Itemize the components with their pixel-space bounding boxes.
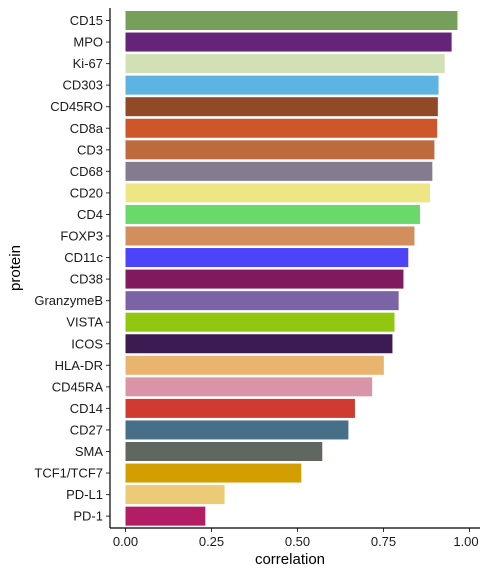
bar-cd3 xyxy=(125,140,435,160)
x-tick-label: 0.00 xyxy=(113,534,138,549)
y-tick-labels: CD15 MPO Ki-67 CD303 CD45RO CD8a CD3 CD68 CD20 CD… xyxy=(34,13,110,524)
bars-group xyxy=(125,11,458,526)
y-tick-label: CD303 xyxy=(63,78,103,93)
y-tick-label: PD-1 xyxy=(73,509,103,524)
y-tick-label: TCF1/TCF7 xyxy=(34,466,103,481)
y-tick-label: HLA-DR xyxy=(55,358,103,373)
x-axis-title: correlation xyxy=(255,551,325,568)
y-tick-label: CD38 xyxy=(70,272,103,287)
bar-sma xyxy=(125,442,323,461)
bar-cd20 xyxy=(125,183,430,203)
bar-icos xyxy=(125,334,393,354)
bar-vista xyxy=(125,312,395,332)
bar-cd15 xyxy=(125,11,458,30)
bar-foxp3 xyxy=(125,226,415,246)
y-tick-label: ICOS xyxy=(71,336,103,351)
y-tick-label: CD8a xyxy=(70,121,104,136)
y-tick-label: GranzymeB xyxy=(34,293,103,308)
x-tick-label: 0.25 xyxy=(199,534,224,549)
bar-cd38 xyxy=(125,269,404,289)
bar-hla-dr xyxy=(125,355,384,375)
bar-cd27 xyxy=(125,420,349,440)
y-tick-label: PD-L1 xyxy=(66,487,103,502)
bar-mpo xyxy=(125,32,452,52)
bar-cd45ro xyxy=(125,97,438,117)
y-tick-label: CD27 xyxy=(70,422,103,437)
y-tick-label: CD20 xyxy=(70,185,103,200)
y-axis-title: protein xyxy=(7,245,24,291)
bar-ki-67 xyxy=(125,54,445,74)
x-tick-label: 0.75 xyxy=(371,534,396,549)
bar-cd8a xyxy=(125,118,438,138)
bar-cd4 xyxy=(125,204,420,224)
y-tick-label: FOXP3 xyxy=(60,229,103,244)
y-tick-label: CD45RO xyxy=(50,99,103,114)
x-tick-label: 0.50 xyxy=(285,534,310,549)
y-tick-label: CD11c xyxy=(64,250,103,265)
y-tick-label: CD14 xyxy=(70,401,103,416)
bar-cd45ra xyxy=(125,377,373,397)
y-tick-label: CD3 xyxy=(77,142,103,157)
bar-granzymeb xyxy=(125,291,399,311)
bar-tcf1-tcf7 xyxy=(125,463,302,483)
y-tick-label: CD68 xyxy=(70,164,103,179)
y-tick-label: Ki-67 xyxy=(73,56,103,71)
bar-pd-1 xyxy=(125,506,206,526)
bar-cd14 xyxy=(125,398,355,418)
y-tick-label: MPO xyxy=(73,35,103,50)
y-tick-label: VISTA xyxy=(66,315,103,330)
y-tick-label: CD4 xyxy=(77,207,103,222)
y-tick-label: CD45RA xyxy=(52,379,104,394)
bar-pd-l1 xyxy=(125,485,225,505)
bar-cd11c xyxy=(125,248,409,268)
x-ticks-group: 0.00 0.25 0.50 0.75 1.00 xyxy=(113,528,479,549)
y-tick-label: CD15 xyxy=(70,13,103,28)
x-tick-label: 1.00 xyxy=(453,534,478,549)
y-tick-label: SMA xyxy=(75,444,104,459)
bar-cd303 xyxy=(125,75,439,95)
bar-cd68 xyxy=(125,161,433,181)
